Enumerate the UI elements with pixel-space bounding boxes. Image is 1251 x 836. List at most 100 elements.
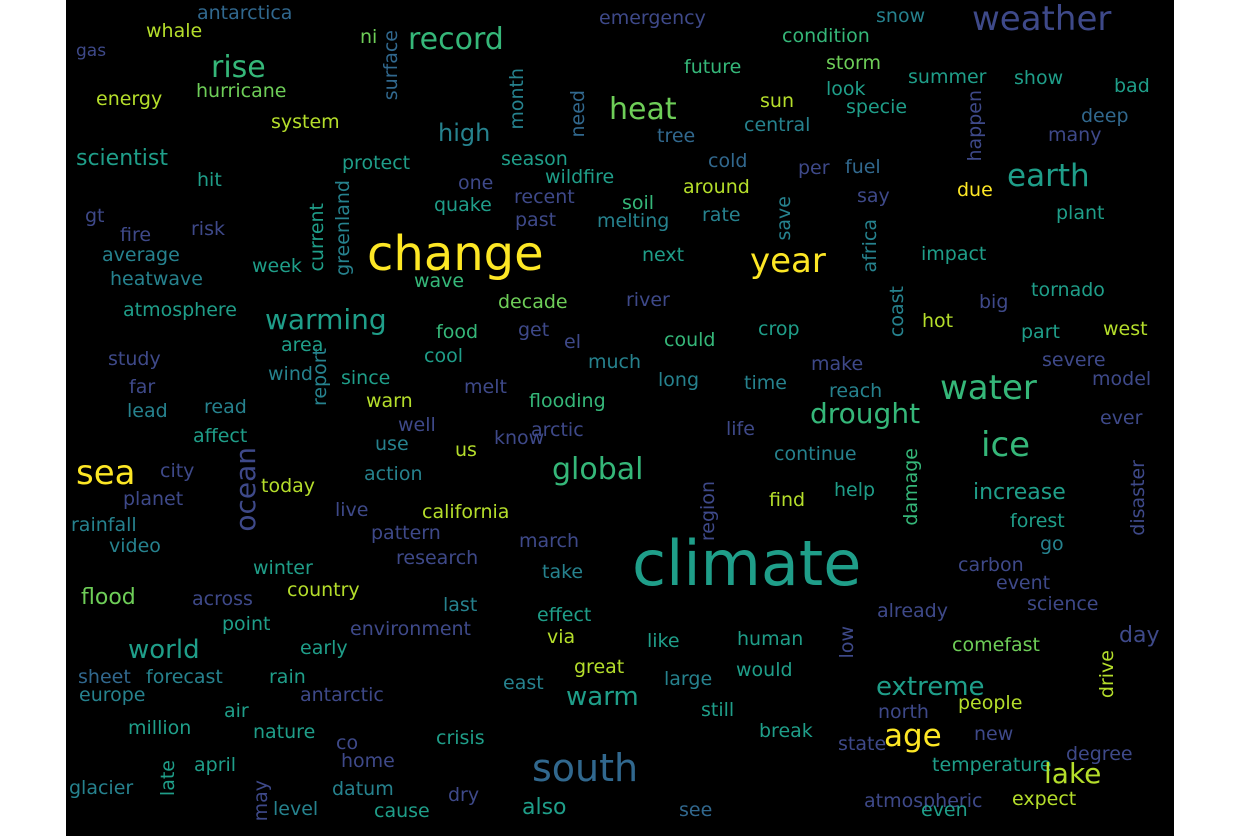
word-sheet: sheet: [78, 666, 131, 688]
word-crisis: crisis: [436, 727, 485, 749]
word-well: well: [398, 414, 436, 436]
word-million: million: [128, 717, 192, 739]
word-model: model: [1092, 368, 1152, 390]
word-read: read: [204, 396, 247, 418]
word-fire: fire: [120, 224, 152, 246]
word-disaster: disaster: [1127, 460, 1149, 536]
word-day: day: [1119, 623, 1160, 648]
word-cool: cool: [424, 345, 463, 367]
word-cause: cause: [374, 800, 430, 822]
word-since: since: [341, 367, 391, 389]
word-happen: happen: [964, 90, 986, 162]
word-damage: damage: [900, 448, 922, 526]
word-forest: forest: [1010, 510, 1065, 532]
word-ni: ni: [360, 26, 378, 48]
word-deep: deep: [1081, 105, 1129, 127]
word-would: would: [736, 659, 793, 681]
word-still: still: [701, 699, 735, 721]
word-water: water: [940, 368, 1037, 408]
word-high: high: [438, 119, 491, 147]
word-see: see: [679, 799, 713, 821]
word-could: could: [664, 329, 716, 351]
word-warm: warm: [566, 682, 639, 712]
word-tornado: tornado: [1031, 279, 1105, 301]
word-far: far: [129, 376, 156, 398]
word-earth: earth: [1007, 158, 1090, 194]
word-impact: impact: [921, 243, 987, 265]
word-climate: climate: [632, 527, 862, 600]
word-show: show: [1014, 67, 1064, 89]
word-march: march: [519, 530, 580, 552]
word-week: week: [252, 255, 302, 277]
word-river: river: [626, 289, 670, 311]
word-state: state: [838, 733, 887, 755]
word-warn: warn: [366, 390, 413, 412]
word-great: great: [574, 656, 625, 678]
word-need: need: [567, 90, 589, 138]
word-warming: warming: [265, 303, 387, 336]
word-comefast: comefast: [952, 634, 1040, 656]
word-around: around: [683, 176, 750, 198]
word-world: world: [128, 635, 200, 665]
word-risk: risk: [191, 218, 225, 240]
word-big: big: [979, 291, 1009, 313]
word-air: air: [224, 700, 249, 722]
word-save: save: [773, 196, 795, 241]
word-part: part: [1021, 321, 1060, 343]
word-pattern: pattern: [371, 522, 441, 544]
word-like: like: [647, 630, 680, 652]
word-west: west: [1103, 318, 1148, 340]
word-get: get: [518, 319, 550, 341]
word-people: people: [958, 692, 1023, 714]
word-change: change: [367, 226, 544, 282]
word-greenland: greenland: [332, 180, 354, 276]
word-rainfall: rainfall: [71, 514, 137, 536]
word-research: research: [396, 547, 479, 569]
word-event: event: [996, 572, 1051, 594]
word-expect: expect: [1012, 788, 1077, 810]
word-sea: sea: [76, 453, 136, 493]
word-north: north: [878, 701, 929, 723]
word-future: future: [684, 56, 742, 78]
word-may: may: [250, 780, 272, 822]
word-much: much: [588, 351, 642, 373]
word-last: last: [443, 594, 478, 616]
word-melt: melt: [464, 376, 507, 398]
word-make: make: [811, 353, 864, 375]
word-long: long: [658, 369, 700, 391]
word-human: human: [737, 628, 804, 650]
word-europe: europe: [79, 684, 146, 706]
word-point: point: [222, 613, 271, 635]
word-find: find: [769, 489, 806, 511]
word-planet: planet: [123, 488, 184, 510]
word-glacier: glacier: [69, 777, 134, 799]
word-affect: affect: [193, 425, 248, 447]
word-wildfire: wildfire: [545, 166, 615, 188]
word-snow: snow: [876, 5, 926, 27]
word-fuel: fuel: [845, 156, 881, 178]
word-help: help: [834, 479, 876, 501]
word-today: today: [261, 475, 316, 497]
word-weather: weather: [972, 0, 1112, 39]
word-us: us: [455, 439, 477, 461]
word-time: time: [744, 372, 787, 394]
word-hit: hit: [197, 169, 222, 191]
word-via: via: [547, 626, 576, 648]
word-age: age: [884, 718, 942, 754]
word-food: food: [436, 321, 478, 343]
word-nature: nature: [253, 721, 316, 743]
word-heatwave: heatwave: [110, 268, 203, 290]
word-flooding: flooding: [529, 390, 606, 412]
word-forecast: forecast: [146, 666, 223, 688]
word-drive: drive: [1096, 650, 1118, 699]
word-reach: reach: [829, 380, 883, 402]
word-continue: continue: [774, 443, 857, 465]
word-california: california: [422, 501, 510, 523]
word-rise: rise: [211, 50, 266, 85]
word-even: even: [921, 799, 968, 821]
word-sun: sun: [760, 90, 794, 112]
word-global: global: [552, 452, 644, 487]
word-condition: condition: [782, 25, 870, 47]
word-year: year: [750, 241, 826, 281]
word-video: video: [109, 535, 161, 557]
